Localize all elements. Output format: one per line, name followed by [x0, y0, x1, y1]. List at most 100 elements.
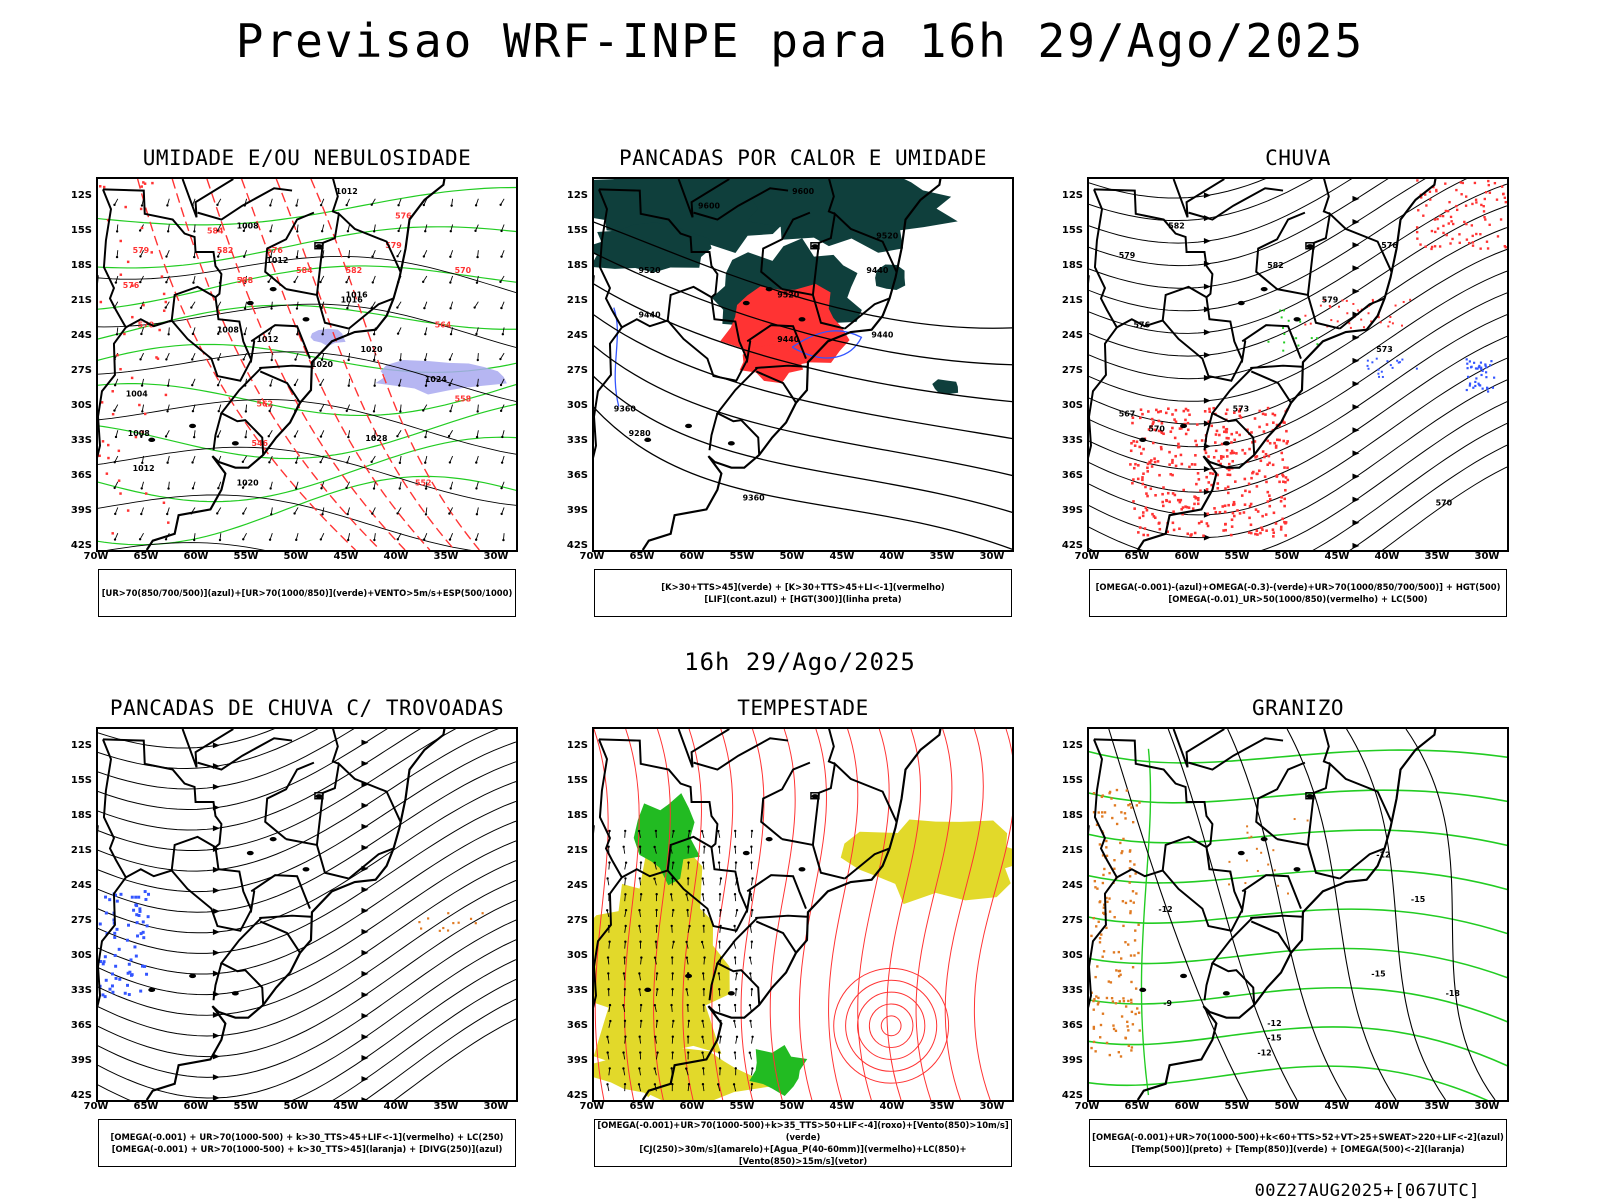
lat-tick-label: 24S — [562, 330, 588, 341]
legend-line: [CJ(250)>30m/s](amarelo)+[Agua_P(40-60mm… — [595, 1143, 1011, 1167]
contour-label: 9440 — [866, 266, 889, 275]
contour-label: 582 — [346, 266, 363, 275]
contour-label: 552 — [415, 479, 432, 488]
lat-tick-label: 36S — [66, 1020, 92, 1031]
panel-title-granizo: GRANIZO — [1068, 696, 1528, 720]
legend-line: [LIF](cont.azul) + [HGT(300)](linha pret… — [704, 593, 901, 605]
lat-tick-label: 27S — [66, 365, 92, 376]
lat-tick-label: 39S — [1057, 1055, 1083, 1066]
map-svg-tempestade — [594, 729, 1012, 1100]
lon-tick-label: 40W — [872, 551, 912, 562]
lat-tick-label: 24S — [1057, 880, 1083, 891]
contour-label: 570 — [1436, 498, 1453, 507]
lat-tick-label: 30S — [1057, 950, 1083, 961]
lat-tick-label: 36S — [66, 470, 92, 481]
lat-tick-label: 18S — [66, 260, 92, 271]
panel-title-umidade: UMIDADE E/OU NEBULOSIDADE — [77, 146, 537, 170]
lat-tick-label: 39S — [66, 505, 92, 516]
lat-tick-label: 36S — [1057, 470, 1083, 481]
footer-run-info: 00Z27AUG2025+[067UTC] — [1255, 1181, 1480, 1201]
contour-label: 1012 — [266, 256, 288, 265]
lon-tick-label: 35W — [1417, 551, 1457, 562]
lat-tick-label: 27S — [1057, 365, 1083, 376]
lon-tick-label: 30W — [1467, 1101, 1507, 1112]
contour-label: 9600 — [698, 202, 721, 211]
contour-label: 9600 — [792, 187, 815, 196]
map-svg-granizo: -12-15-12-9-12-15-12-15-18 — [1089, 729, 1507, 1100]
legend-line: [OMEGA(-0.001) + UR>70(1000-500) + k>30_… — [111, 1131, 504, 1143]
lon-tick-label: 45W — [822, 1101, 862, 1112]
lat-tick-label: 15S — [1057, 775, 1083, 786]
lon-tick-label: 40W — [872, 1101, 912, 1112]
lat-tick-label: 27S — [562, 915, 588, 926]
contour-label: 570 — [455, 266, 472, 275]
lat-tick-label: 39S — [562, 1055, 588, 1066]
lat-tick-label: 36S — [562, 470, 588, 481]
contour-label: 579 — [133, 246, 150, 255]
lon-tick-label: 65W — [622, 551, 662, 562]
contour-label: 9440 — [639, 311, 662, 320]
contour-label: 582 — [217, 246, 234, 255]
contour-label: 573 — [1233, 404, 1250, 413]
lat-tick-label: 30S — [562, 400, 588, 411]
lon-tick-label: 40W — [1367, 551, 1407, 562]
panel-title-trovoadas: PANCADAS DE CHUVA C/ TROVOADAS — [77, 696, 537, 720]
lat-tick-label: 33S — [66, 985, 92, 996]
legend-trovoadas: [OMEGA(-0.001) + UR>70(1000-500) + k>30_… — [98, 1119, 516, 1167]
contour-label: 576 — [123, 281, 140, 290]
contour-label: 564 — [435, 320, 452, 329]
lon-tick-label: 30W — [476, 551, 516, 562]
lon-tick-label: 60W — [1167, 1101, 1207, 1112]
lat-tick-label: 33S — [562, 985, 588, 996]
legend-line: [OMEGA(-0.001)-(azul)+OMEGA(-0.3)-(verde… — [1096, 581, 1501, 593]
lat-tick-label: 33S — [562, 435, 588, 446]
lat-tick-label: 15S — [66, 775, 92, 786]
lon-tick-label: 50W — [276, 551, 316, 562]
contour-label: 1008 — [128, 429, 151, 438]
contour-label: 1012 — [133, 464, 155, 473]
main-title: Previsao WRF-INPE para 16h 29/Ago/2025 — [0, 14, 1600, 68]
lon-tick-label: 70W — [1067, 1101, 1107, 1112]
contour-label: 588 — [237, 276, 254, 285]
lat-tick-label: 18S — [1057, 810, 1083, 821]
contour-label: 567 — [1119, 409, 1136, 418]
contour-label: 9520 — [639, 266, 662, 275]
lat-tick-label: 39S — [1057, 505, 1083, 516]
contour-label: -15 — [1267, 1034, 1281, 1043]
lat-tick-label: 42S — [1057, 1090, 1083, 1101]
lat-tick-label: 21S — [1057, 845, 1083, 856]
panel-title-chuva: CHUVA — [1068, 146, 1528, 170]
lon-tick-label: 55W — [226, 551, 266, 562]
contour-label: -18 — [1446, 989, 1461, 998]
lon-tick-label: 60W — [176, 551, 216, 562]
lon-tick-label: 35W — [922, 551, 962, 562]
lat-tick-label: 39S — [66, 1055, 92, 1066]
lat-tick-label: 24S — [66, 330, 92, 341]
contour-label: 1020 — [311, 360, 334, 369]
contour-label: 562 — [256, 400, 273, 409]
contour-label: 1016 — [346, 291, 369, 300]
lon-tick-label: 45W — [326, 551, 366, 562]
lat-tick-label: 30S — [66, 400, 92, 411]
lat-tick-label: 30S — [66, 950, 92, 961]
lon-tick-label: 45W — [1317, 551, 1357, 562]
lat-tick-label: 12S — [1057, 740, 1083, 751]
panel-title-tempestade: TEMPESTADE — [573, 696, 1033, 720]
lon-tick-label: 50W — [1267, 1101, 1307, 1112]
lon-tick-label: 50W — [772, 551, 812, 562]
lat-tick-label: 30S — [1057, 400, 1083, 411]
contour-label: -12 — [1158, 905, 1172, 914]
contour-label: 1024 — [425, 375, 448, 384]
contour-label: 1008 — [217, 325, 240, 334]
lon-tick-label: 35W — [426, 1101, 466, 1112]
lat-tick-label: 12S — [562, 190, 588, 201]
contour-label: 9360 — [743, 494, 766, 503]
legend-granizo: [OMEGA(-0.001)+UR>70(1000-500)+k<60+TTS>… — [1089, 1119, 1507, 1167]
lat-tick-label: 21S — [66, 845, 92, 856]
lat-tick-label: 21S — [1057, 295, 1083, 306]
contour-label: 558 — [455, 395, 472, 404]
lat-tick-label: 15S — [66, 225, 92, 236]
contour-label: -12 — [1257, 1048, 1271, 1057]
